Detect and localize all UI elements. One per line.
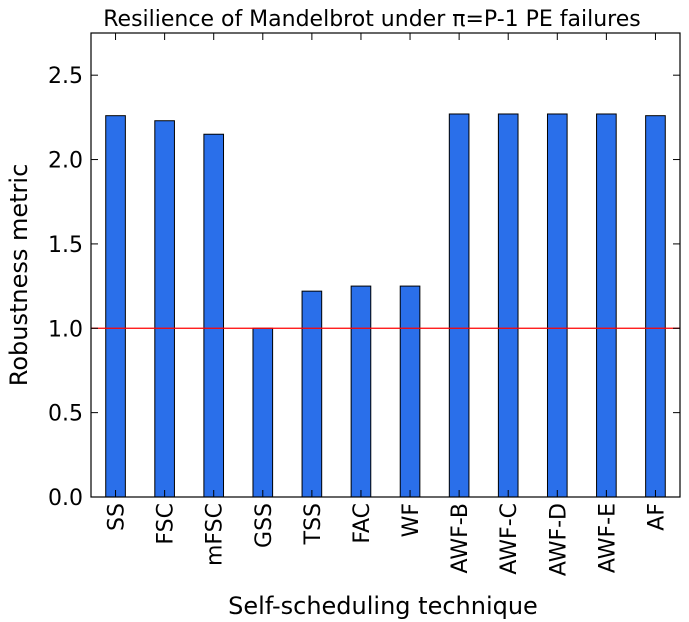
x-tick-label: AWF-B	[448, 503, 473, 574]
y-tick-label: 1.0	[48, 317, 83, 342]
bar	[203, 133, 225, 498]
x-tick-label: TSS	[301, 503, 326, 545]
x-tick-label: WF	[399, 503, 424, 537]
bar	[596, 113, 617, 498]
bar	[448, 113, 470, 498]
x-tick-label: AWF-E	[595, 503, 620, 573]
y-tick-label: 1.5	[48, 233, 83, 258]
x-tick-label: SS	[105, 503, 130, 531]
x-tick-label: GSS	[252, 503, 277, 548]
bar	[645, 115, 666, 498]
x-axis-label: Self-scheduling technique	[228, 592, 538, 620]
x-tick-label: FAC	[350, 503, 375, 544]
x-tick-label: AWF-D	[546, 503, 571, 576]
x-tick-label: mFSC	[203, 503, 228, 566]
plot-area: 0.0 0.5 1.0 1.5 2.0 2.5 SS FSC mFSC GSS TSS FAC WF AW…	[48, 33, 680, 576]
bar	[252, 327, 274, 498]
x-tick-label: AF	[644, 503, 669, 531]
bar	[154, 120, 175, 498]
bar	[350, 285, 372, 498]
plot-frame	[90, 32, 681, 498]
bar	[399, 285, 421, 498]
bar	[301, 290, 323, 498]
y-tick-label: 0.0	[48, 486, 83, 511]
chart-title: Resilience of Mandelbrot under π=P-1 PE …	[103, 7, 641, 32]
bar	[546, 113, 568, 498]
x-tick-label: AWF-C	[497, 503, 522, 575]
x-tick-label: FSC	[154, 503, 179, 545]
y-tick-label: 0.5	[48, 402, 83, 427]
bar	[105, 115, 126, 498]
y-axis-label: Robustness metric	[5, 164, 33, 387]
y-tick-label: 2.0	[48, 149, 83, 174]
y-tick-label: 2.5	[48, 64, 83, 89]
bar	[497, 113, 519, 498]
